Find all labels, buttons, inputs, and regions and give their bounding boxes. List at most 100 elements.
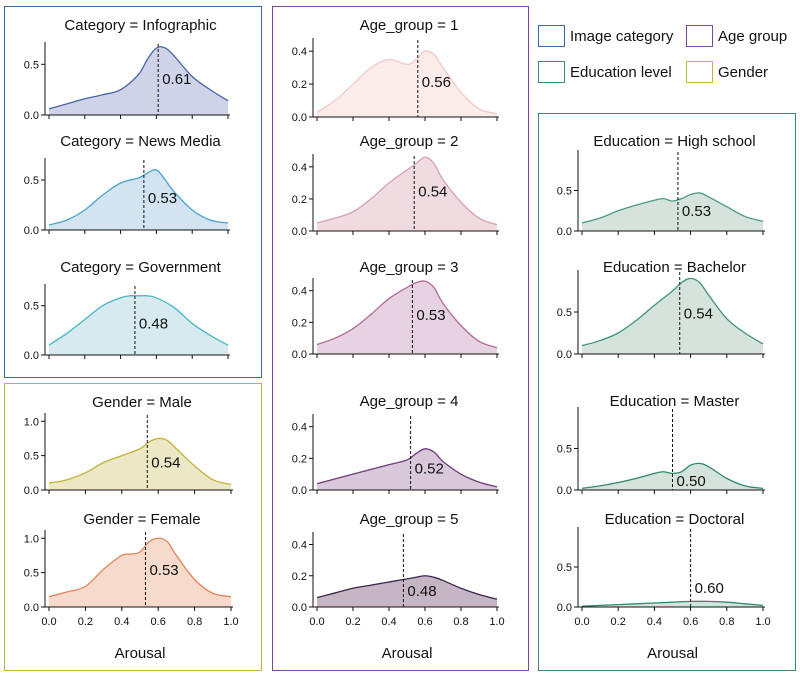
x-tick-label: 0.8	[719, 616, 734, 628]
panel-title: Education = Doctoral	[605, 511, 745, 528]
density-line	[581, 192, 764, 224]
density-area	[317, 448, 497, 490]
x-axis-label-left: Arousal	[115, 645, 166, 662]
panel-title: Education = Bachelor	[603, 259, 746, 276]
legend-label-gender: Gender	[718, 63, 769, 81]
y-tick-label: 0.0	[557, 226, 572, 238]
age-group-box	[272, 6, 529, 671]
legend-swatch-age	[686, 25, 713, 47]
y-tick-label: 0.4	[292, 46, 307, 58]
panel-title: Age_group = 4	[360, 393, 459, 410]
legend-item-age: Age group	[686, 24, 787, 48]
density-area	[49, 46, 228, 116]
mean-value-label: 0.52	[415, 460, 444, 477]
legend-item-category: Image category	[538, 24, 673, 48]
y-tick-label: 0.0	[557, 602, 572, 614]
x-tick-label: 0.8	[187, 616, 202, 628]
y-tick-label: 1.0	[24, 416, 39, 428]
density-line	[316, 448, 498, 488]
y-tick-label: 0.0	[292, 226, 307, 238]
y-tick-label: 0.0	[24, 602, 39, 614]
mean-value-label: 0.48	[407, 583, 436, 600]
panel-education-high-school: Education = High school 0.0 0.5 0.53	[557, 133, 765, 238]
y-tick-label: 0.4	[292, 162, 307, 174]
x-tick-label: 0.2	[78, 616, 93, 628]
mean-value-label: 0.53	[682, 203, 711, 220]
density-line	[48, 437, 232, 486]
density-line	[48, 46, 229, 110]
x-tick-label: 0.4	[114, 616, 129, 628]
density-area	[317, 50, 497, 118]
mean-value-label: 0.48	[139, 315, 168, 332]
y-tick-label: 0.5	[24, 301, 39, 313]
panel-age-5: Age_group = 5 0.0 0.2 0.4 0.0 0.2 0.4 0.6 0.8 1.0…	[292, 511, 505, 628]
y-tick-label: 0.2	[292, 453, 307, 465]
x-tick-label: 0.6	[151, 616, 166, 628]
y-tick-label: 0.0	[292, 602, 307, 614]
panel-age-1: Age_group = 1 0.0 0.2 0.4 0.56	[292, 17, 499, 124]
y-tick-label: 0.4	[292, 422, 307, 434]
panel-title: Age_group = 2	[360, 133, 459, 150]
x-tick-label: 0.8	[453, 616, 468, 628]
mean-value-label: 0.54	[151, 455, 180, 472]
density-area	[49, 438, 231, 490]
density-line	[581, 462, 764, 489]
x-axis-label-right: Arousal	[647, 645, 698, 662]
x-tick-label: 0.2	[345, 616, 360, 628]
y-tick-label: 0.0	[557, 485, 572, 497]
density-line	[48, 169, 229, 226]
mean-value-label: 0.50	[677, 473, 706, 490]
panel-gender-female: Gender = Female 0.0 0.5 1.0 0.0 0.2 0.4 0.6 0.8 1…	[24, 511, 239, 628]
panel-education-doctoral: Education = Doctoral 0.0 0.5 0.0 0.2 0.4 0.6 0.…	[557, 511, 771, 628]
mean-value-label: 0.60	[695, 580, 724, 597]
mean-value-label: 0.53	[149, 562, 178, 579]
x-tick-label: 0.6	[417, 616, 432, 628]
y-tick-label: 0.4	[292, 540, 307, 552]
x-tick-label: 0.6	[683, 616, 698, 628]
education-group-box	[538, 113, 796, 671]
x-tick-label: 0.0	[574, 616, 589, 628]
panel-title: Gender = Female	[83, 511, 200, 528]
panel-category-news-media: Category = News Media 0.0 0.5 0.53	[24, 133, 230, 237]
panel-title: Gender = Male	[92, 394, 192, 411]
y-tick-label: 0.4	[292, 286, 307, 298]
legend-label-age: Age group	[718, 27, 788, 45]
y-tick-label: 0.2	[292, 317, 307, 329]
mean-value-label: 0.54	[418, 183, 447, 200]
x-tick-label: 0.0	[41, 616, 56, 628]
panel-category-government: Category = Government 0.0 0.5 0.48	[24, 259, 230, 362]
y-tick-label: 0.5	[557, 307, 572, 319]
x-tick-label: 0.4	[381, 616, 396, 628]
density-area	[317, 157, 497, 231]
y-tick-label: 0.5	[557, 562, 572, 574]
legend-label-category: Image category	[570, 27, 674, 45]
y-tick-label: 0.5	[24, 175, 39, 187]
y-tick-label: 0.0	[557, 349, 572, 361]
mean-value-label: 0.56	[422, 74, 451, 91]
category-group-box	[4, 6, 262, 378]
x-axis-label-middle: Arousal	[382, 645, 433, 662]
panel-education-master: Education = Master 0.0 0.5 0.50	[557, 393, 765, 497]
panel-title: Age_group = 5	[360, 511, 459, 528]
panel-age-2: Age_group = 2 0.0 0.2 0.4 0.54	[292, 133, 499, 238]
x-tick-label: 0.4	[647, 616, 662, 628]
legend-item-education: Education level	[538, 60, 672, 84]
density-line	[581, 277, 764, 347]
density-area	[317, 575, 497, 607]
y-tick-label: 0.0	[24, 485, 39, 497]
y-tick-label: 0.5	[24, 451, 39, 463]
y-tick-label: 0.0	[292, 112, 307, 124]
panel-title: Category = News Media	[60, 133, 221, 150]
density-line	[48, 537, 232, 598]
y-tick-label: 0.2	[292, 194, 307, 206]
density-line	[316, 575, 498, 600]
legend-item-gender: Gender	[686, 60, 768, 84]
density-area	[317, 280, 497, 354]
density-area	[582, 278, 763, 354]
y-tick-label: 0.5	[557, 186, 572, 198]
panel-gender-male: Gender = Male 0.0 0.5 1.0 0.54	[24, 394, 233, 497]
panel-title: Age_group = 1	[360, 17, 459, 34]
legend-label-education: Education level	[570, 63, 672, 81]
density-line	[48, 295, 229, 346]
panel-age-3: Age_group = 3 0.0 0.2 0.4 0.53	[292, 259, 499, 361]
